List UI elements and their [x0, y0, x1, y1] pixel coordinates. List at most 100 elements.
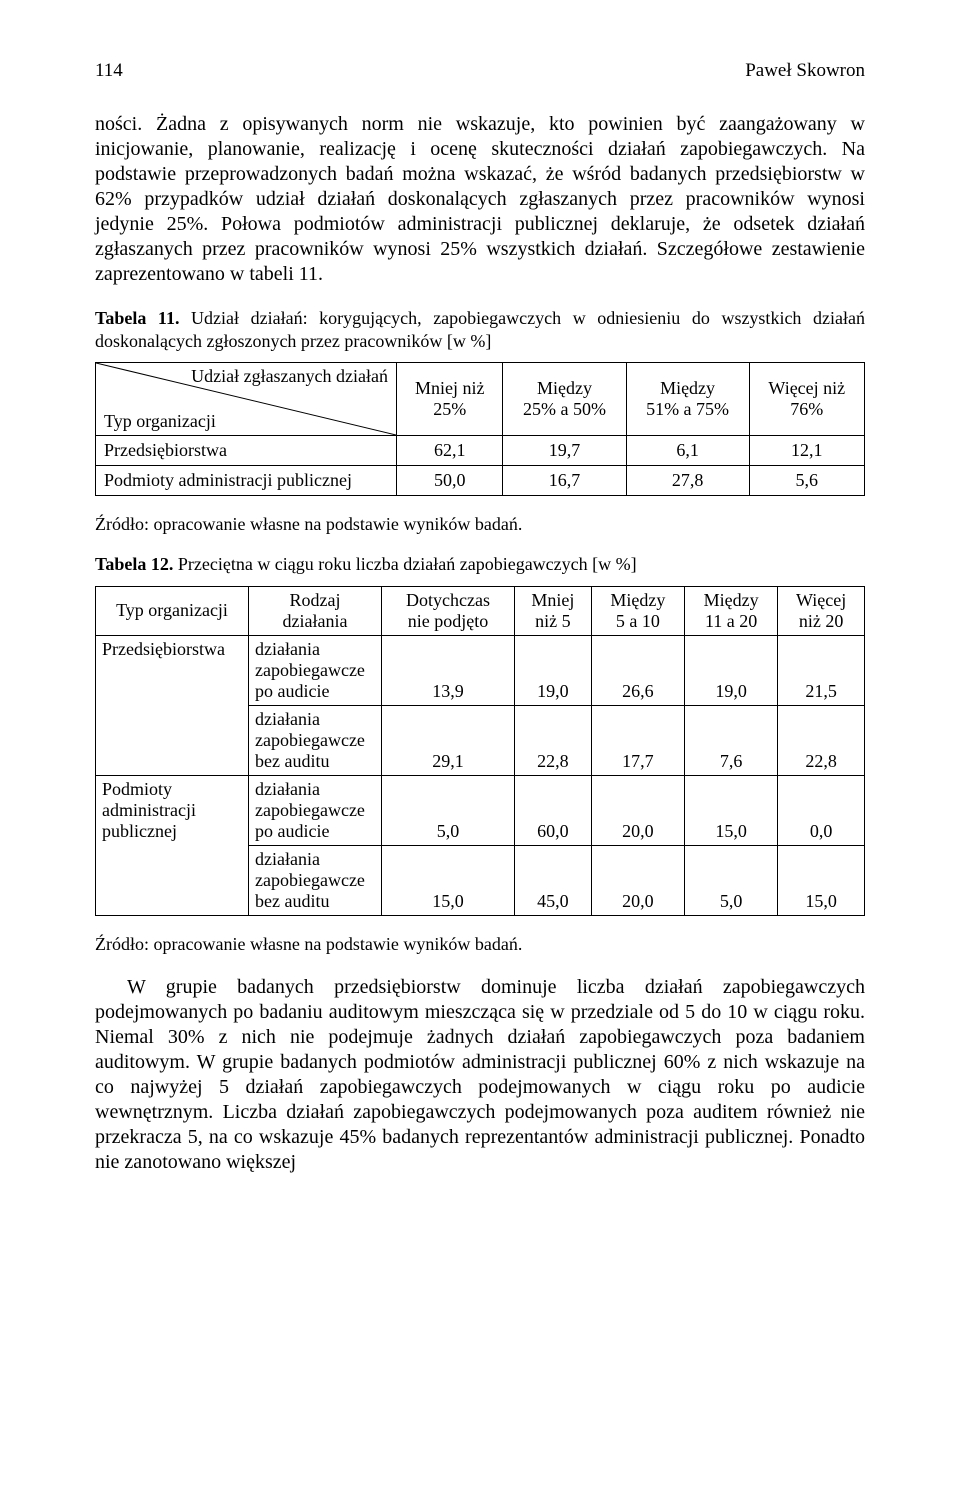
table-12: Typ organizacji Rodzaj działania Dotychc…	[95, 586, 865, 916]
cell: 6,1	[626, 436, 749, 466]
t12c4l2: 11 a 20	[705, 611, 757, 631]
cell: 26,6	[591, 635, 684, 705]
cell: 19,0	[685, 635, 778, 705]
cell: 50,0	[397, 466, 503, 496]
org-label: Podmioty administracji publicznej	[96, 775, 249, 915]
kl2: zapobiegawcze	[255, 660, 365, 680]
table-row: Podmioty administracji publicznej działa…	[96, 775, 865, 845]
table-11-header-row: Udział zgłaszanych działań Typ organizac…	[96, 363, 865, 436]
kl1: działania	[255, 709, 320, 729]
t12-col-5: Więcej niż 20	[778, 586, 865, 635]
org-label: Przedsiębiorstwa	[96, 635, 249, 775]
ol1: Podmioty	[102, 779, 172, 799]
cell: 5,6	[749, 466, 864, 496]
row-label: Przedsiębiorstwa	[96, 436, 397, 466]
kl1: działania	[255, 779, 320, 799]
cell: 62,1	[397, 436, 503, 466]
page-number: 114	[95, 60, 123, 82]
t12-col-kind: Rodzaj działania	[249, 586, 382, 635]
table-11-col-3: Między 51% a 75%	[626, 363, 749, 436]
paragraph-1: ności. Żadna z opisywanych norm nie wska…	[95, 112, 865, 287]
col4-l1: Więcej niż	[768, 378, 845, 398]
t12-col-kind-text: Rodzaj działania	[283, 590, 348, 631]
cell: 5,0	[382, 775, 515, 845]
table-12-header-row: Typ organizacji Rodzaj działania Dotychc…	[96, 586, 865, 635]
t12-col-3: Między 5 a 10	[591, 586, 684, 635]
table-11-col-4: Więcej niż 76%	[749, 363, 864, 436]
t12c3l1: Między	[610, 590, 665, 610]
kind-label: działania zapobiegawcze bez auditu	[249, 845, 382, 915]
col4-l2: 76%	[790, 399, 823, 419]
header-author: Paweł Skowron	[745, 60, 865, 82]
col2-l2: 25% a 50%	[523, 399, 606, 419]
cell: 22,8	[514, 705, 591, 775]
paragraph-2: W grupie badanych przedsiębiorstw dominu…	[95, 975, 865, 1175]
table-11-header-bottom: Typ organizacji	[104, 411, 216, 432]
kl3: bez auditu	[255, 891, 329, 911]
t12c5l1: Więcej	[796, 590, 846, 610]
cell: 17,7	[591, 705, 684, 775]
ol2: administracji	[102, 800, 196, 820]
t12c1l2: nie podjęto	[408, 611, 488, 631]
cell: 7,6	[685, 705, 778, 775]
cell: 16,7	[503, 466, 626, 496]
table-12-source: Źródło: opracowanie własne na podstawie …	[95, 934, 865, 955]
col2-l1: Między	[537, 378, 592, 398]
cell: 13,9	[382, 635, 515, 705]
table-11-header-top: Udział zgłaszanych działań	[191, 366, 388, 387]
cell: 20,0	[591, 775, 684, 845]
table-12-label: Tabela 12.	[95, 554, 173, 574]
cell: 45,0	[514, 845, 591, 915]
cell: 19,0	[514, 635, 591, 705]
col3-l2: 51% a 75%	[646, 399, 729, 419]
page: 114 Paweł Skowron ności. Żadna z opisywa…	[0, 0, 960, 1492]
kind-label: działania zapobiegawcze po audicie	[249, 775, 382, 845]
kl3: bez auditu	[255, 751, 329, 771]
t12c5l2: niż 20	[799, 611, 844, 631]
table-11-label: Tabela 11.	[95, 308, 179, 328]
cell: 0,0	[778, 775, 865, 845]
table-11-title: Tabela 11. Udział działań: korygujących,…	[95, 307, 865, 352]
cell: 12,1	[749, 436, 864, 466]
t12c1l1: Dotychczas	[406, 590, 490, 610]
cell: 15,0	[685, 775, 778, 845]
t12-col-4: Między 11 a 20	[685, 586, 778, 635]
table-row: Przedsiębiorstwa 62,1 19,7 6,1 12,1	[96, 436, 865, 466]
col1-l2: 25%	[433, 399, 466, 419]
kl2: zapobiegawcze	[255, 730, 365, 750]
t12-col-org: Typ organizacji	[96, 586, 249, 635]
kind-label: działania zapobiegawcze bez auditu	[249, 705, 382, 775]
kl2: zapobiegawcze	[255, 870, 365, 890]
ol3: publicznej	[102, 821, 177, 841]
table-11-caption: Udział działań: korygujących, zapobiegaw…	[95, 308, 865, 351]
kind-label: działania zapobiegawcze po audicie	[249, 635, 382, 705]
cell: 5,0	[685, 845, 778, 915]
cell: 15,0	[382, 845, 515, 915]
kl1: działania	[255, 849, 320, 869]
table-11-source: Źródło: opracowanie własne na podstawie …	[95, 514, 865, 535]
cell: 20,0	[591, 845, 684, 915]
col1-l1: Mniej niż	[415, 378, 485, 398]
kl1: działania	[255, 639, 320, 659]
cell: 29,1	[382, 705, 515, 775]
kl3: po audicie	[255, 681, 329, 701]
table-11-col-2: Między 25% a 50%	[503, 363, 626, 436]
cell: 22,8	[778, 705, 865, 775]
table-12-caption: Przeciętna w ciągu roku liczba działań z…	[173, 554, 636, 574]
t12c4l1: Między	[704, 590, 759, 610]
cell: 21,5	[778, 635, 865, 705]
table-row: Podmioty administracji publicznej 50,0 1…	[96, 466, 865, 496]
t12-col-2: Mniej niż 5	[514, 586, 591, 635]
kl2: zapobiegawcze	[255, 800, 365, 820]
cell: 19,7	[503, 436, 626, 466]
cell: 60,0	[514, 775, 591, 845]
row-label: Podmioty administracji publicznej	[96, 466, 397, 496]
cell: 15,0	[778, 845, 865, 915]
t12-col-1: Dotychczas nie podjęto	[382, 586, 515, 635]
running-head: 114 Paweł Skowron	[95, 60, 865, 82]
t12c3l2: 5 a 10	[616, 611, 660, 631]
table-11-col-1: Mniej niż 25%	[397, 363, 503, 436]
col3-l1: Między	[660, 378, 715, 398]
table-row: Przedsiębiorstwa działania zapobiegawcze…	[96, 635, 865, 705]
t12c2l2: niż 5	[535, 611, 571, 631]
